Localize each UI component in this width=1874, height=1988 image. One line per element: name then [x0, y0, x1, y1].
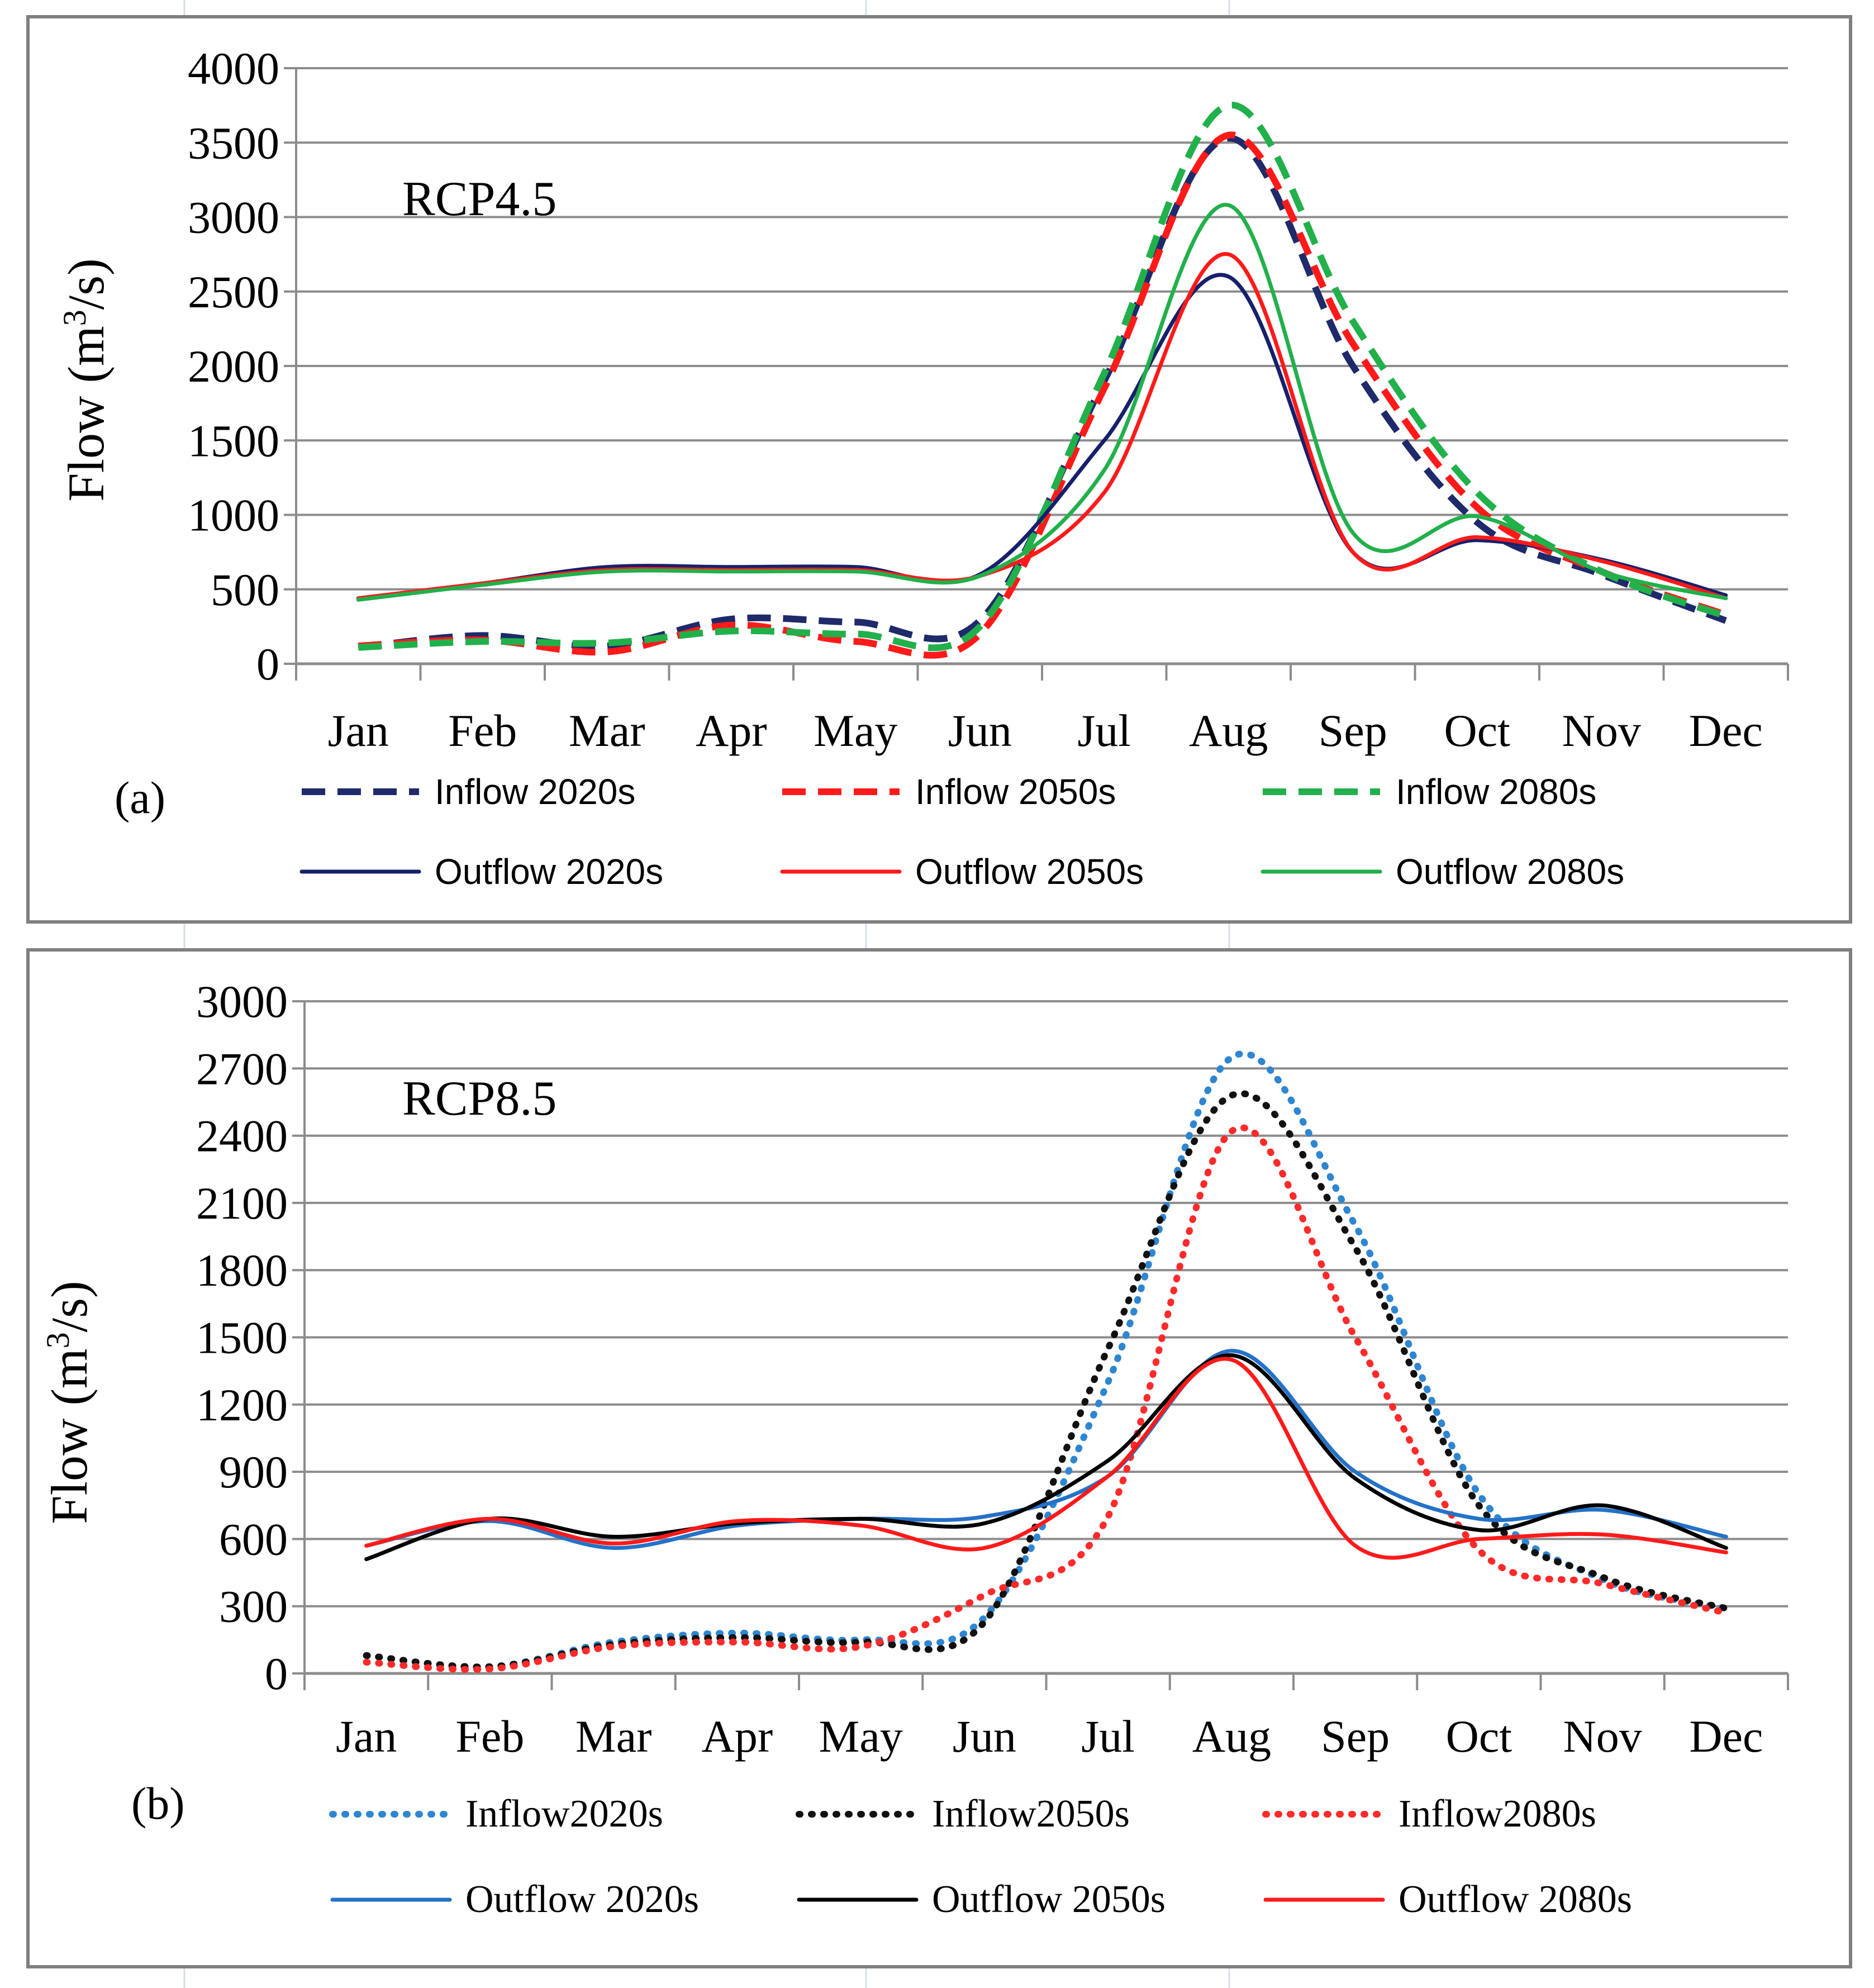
series-line-inflow2080s — [363, 1124, 1730, 1673]
x-tick-label: Dec — [1689, 705, 1763, 756]
y-tick-label: 1000 — [188, 490, 279, 541]
y-tick-label: 1200 — [196, 1380, 288, 1430]
x-tick-label: Apr — [696, 705, 767, 756]
legend-label: Inflow2020s — [465, 1792, 663, 1835]
y-tick-label: 2700 — [196, 1043, 288, 1094]
y-tick-label: 900 — [219, 1447, 288, 1497]
x-tick-label: Mar — [569, 705, 645, 756]
y-tick-label: 2100 — [196, 1178, 288, 1229]
legend-label: Inflow 2020s — [435, 772, 635, 812]
x-tick-label: Nov — [1563, 1711, 1642, 1762]
series-line-outflow-2020s — [364, 1349, 1728, 1550]
legend-label: Inflow 2080s — [1396, 772, 1596, 812]
x-tick-label: Aug — [1192, 1711, 1271, 1762]
panel-a-x-ticks: Jan Feb Mar Apr May Jun Jul Aug Sep Oct Nov Dec — [328, 705, 1763, 756]
y-tick-label: 2500 — [188, 267, 279, 317]
x-tick-label: Jun — [948, 705, 1012, 756]
panel-b-x-ticks: Jan Feb Mar Apr May Jun Jul Aug Sep Oct Nov Dec — [336, 1711, 1763, 1762]
panel-a-legend: Inflow 2020s Inflow 2050s Inflow 2080s Outf… — [299, 772, 1624, 892]
x-tick-label: Jul — [1081, 1711, 1135, 1762]
x-tick-label: May — [819, 1711, 902, 1762]
y-tick-label: 300 — [219, 1581, 288, 1632]
panel-a-y-ticks: 0 500 1000 1500 2000 2500 3000 3500 4000 — [188, 43, 279, 689]
series-line-inflow2050s — [363, 1090, 1730, 1671]
panel-b-gridlines — [305, 1000, 1788, 1675]
legend-label: Outflow 2080s — [1396, 852, 1624, 892]
panel-a: 0 500 1000 1500 2000 2500 3000 3500 4000 Jan Feb M… — [26, 15, 1852, 924]
panel-b-y-ticks: 0 300 600 900 1200 1500 1800 2100 2400 2700 3000 — [196, 976, 288, 1699]
x-tick-label: Oct — [1444, 705, 1511, 756]
y-tick-label: 0 — [265, 1648, 288, 1699]
y-tick-label: 0 — [256, 639, 279, 689]
legend-label: Outflow 2020s — [465, 1878, 699, 1921]
y-tick-label: 1500 — [188, 415, 279, 466]
legend-label: Inflow2080s — [1399, 1792, 1596, 1835]
x-tick-label: Feb — [455, 1711, 524, 1762]
panel-b-label: (b) — [131, 1778, 185, 1829]
x-tick-label: Sep — [1321, 1711, 1390, 1762]
legend-label: Outflow 2050s — [915, 852, 1144, 892]
x-tick-label: Nov — [1562, 705, 1641, 756]
series-line-inflow-2080s — [358, 102, 1727, 651]
legend-label: Inflow 2050s — [915, 772, 1116, 812]
y-tick-label: 3000 — [196, 976, 288, 1027]
x-tick-label: Jan — [328, 705, 389, 756]
x-tick-label: Sep — [1319, 705, 1387, 756]
panel-a-y-axis-label: Flow (m3/s) — [56, 258, 115, 501]
legend-label: Outflow 2020s — [435, 852, 663, 892]
x-tick-label: Jul — [1077, 705, 1131, 756]
panel-a-label: (a) — [115, 772, 165, 823]
series-line-outflow-2020s — [356, 273, 1728, 601]
panel-b-legend: Inflow2020s Inflow2050s Inflow2080s Outflow… — [329, 1792, 1632, 1921]
y-tick-label: 4000 — [188, 43, 279, 94]
legend-label: Inflow2050s — [932, 1792, 1130, 1835]
series-line-outflow-2080s — [364, 1357, 1728, 1560]
y-tick-label: 3500 — [188, 117, 279, 168]
x-tick-label: Feb — [448, 705, 517, 756]
series-line-outflow-2050s — [364, 1353, 1728, 1561]
y-tick-label: 1500 — [196, 1312, 288, 1363]
y-tick-label: 600 — [219, 1514, 288, 1564]
x-tick-label: May — [814, 705, 897, 756]
panel-b-annotation: RCP8.5 — [402, 1072, 557, 1126]
y-tick-label: 3000 — [188, 192, 279, 243]
panel-b-y-axis-label: Flow (m3/s) — [40, 1281, 98, 1524]
x-tick-label: Jan — [336, 1711, 397, 1762]
series-line-inflow-2050s — [358, 131, 1727, 659]
x-tick-label: Oct — [1446, 1711, 1512, 1762]
panel-a-annotation: RCP4.5 — [402, 172, 557, 226]
y-tick-label: 500 — [211, 564, 279, 615]
legend-label: Outflow 2050s — [932, 1878, 1166, 1921]
x-tick-label: Apr — [702, 1711, 773, 1762]
panel-b: 0 300 600 900 1200 1500 1800 2100 2400 2700 3000 J… — [26, 948, 1852, 1968]
y-tick-label: 2000 — [188, 341, 279, 392]
panel-a-series — [356, 102, 1728, 659]
x-tick-label: Mar — [575, 1711, 652, 1762]
x-tick-label: Dec — [1689, 1711, 1763, 1762]
x-tick-label: Aug — [1189, 705, 1268, 756]
panel-b-series — [363, 1050, 1730, 1673]
y-tick-label: 2400 — [196, 1111, 288, 1162]
panel-a-border — [26, 15, 1852, 924]
y-tick-label: 1800 — [196, 1245, 288, 1296]
x-tick-label: Jun — [953, 1711, 1016, 1762]
panel-b-border — [26, 948, 1852, 1968]
series-line-outflow-2080s — [356, 203, 1728, 602]
panel-b-axes — [292, 1000, 1789, 1690]
panel-a-axes — [284, 67, 1789, 681]
legend-label: Outflow 2080s — [1399, 1878, 1632, 1921]
